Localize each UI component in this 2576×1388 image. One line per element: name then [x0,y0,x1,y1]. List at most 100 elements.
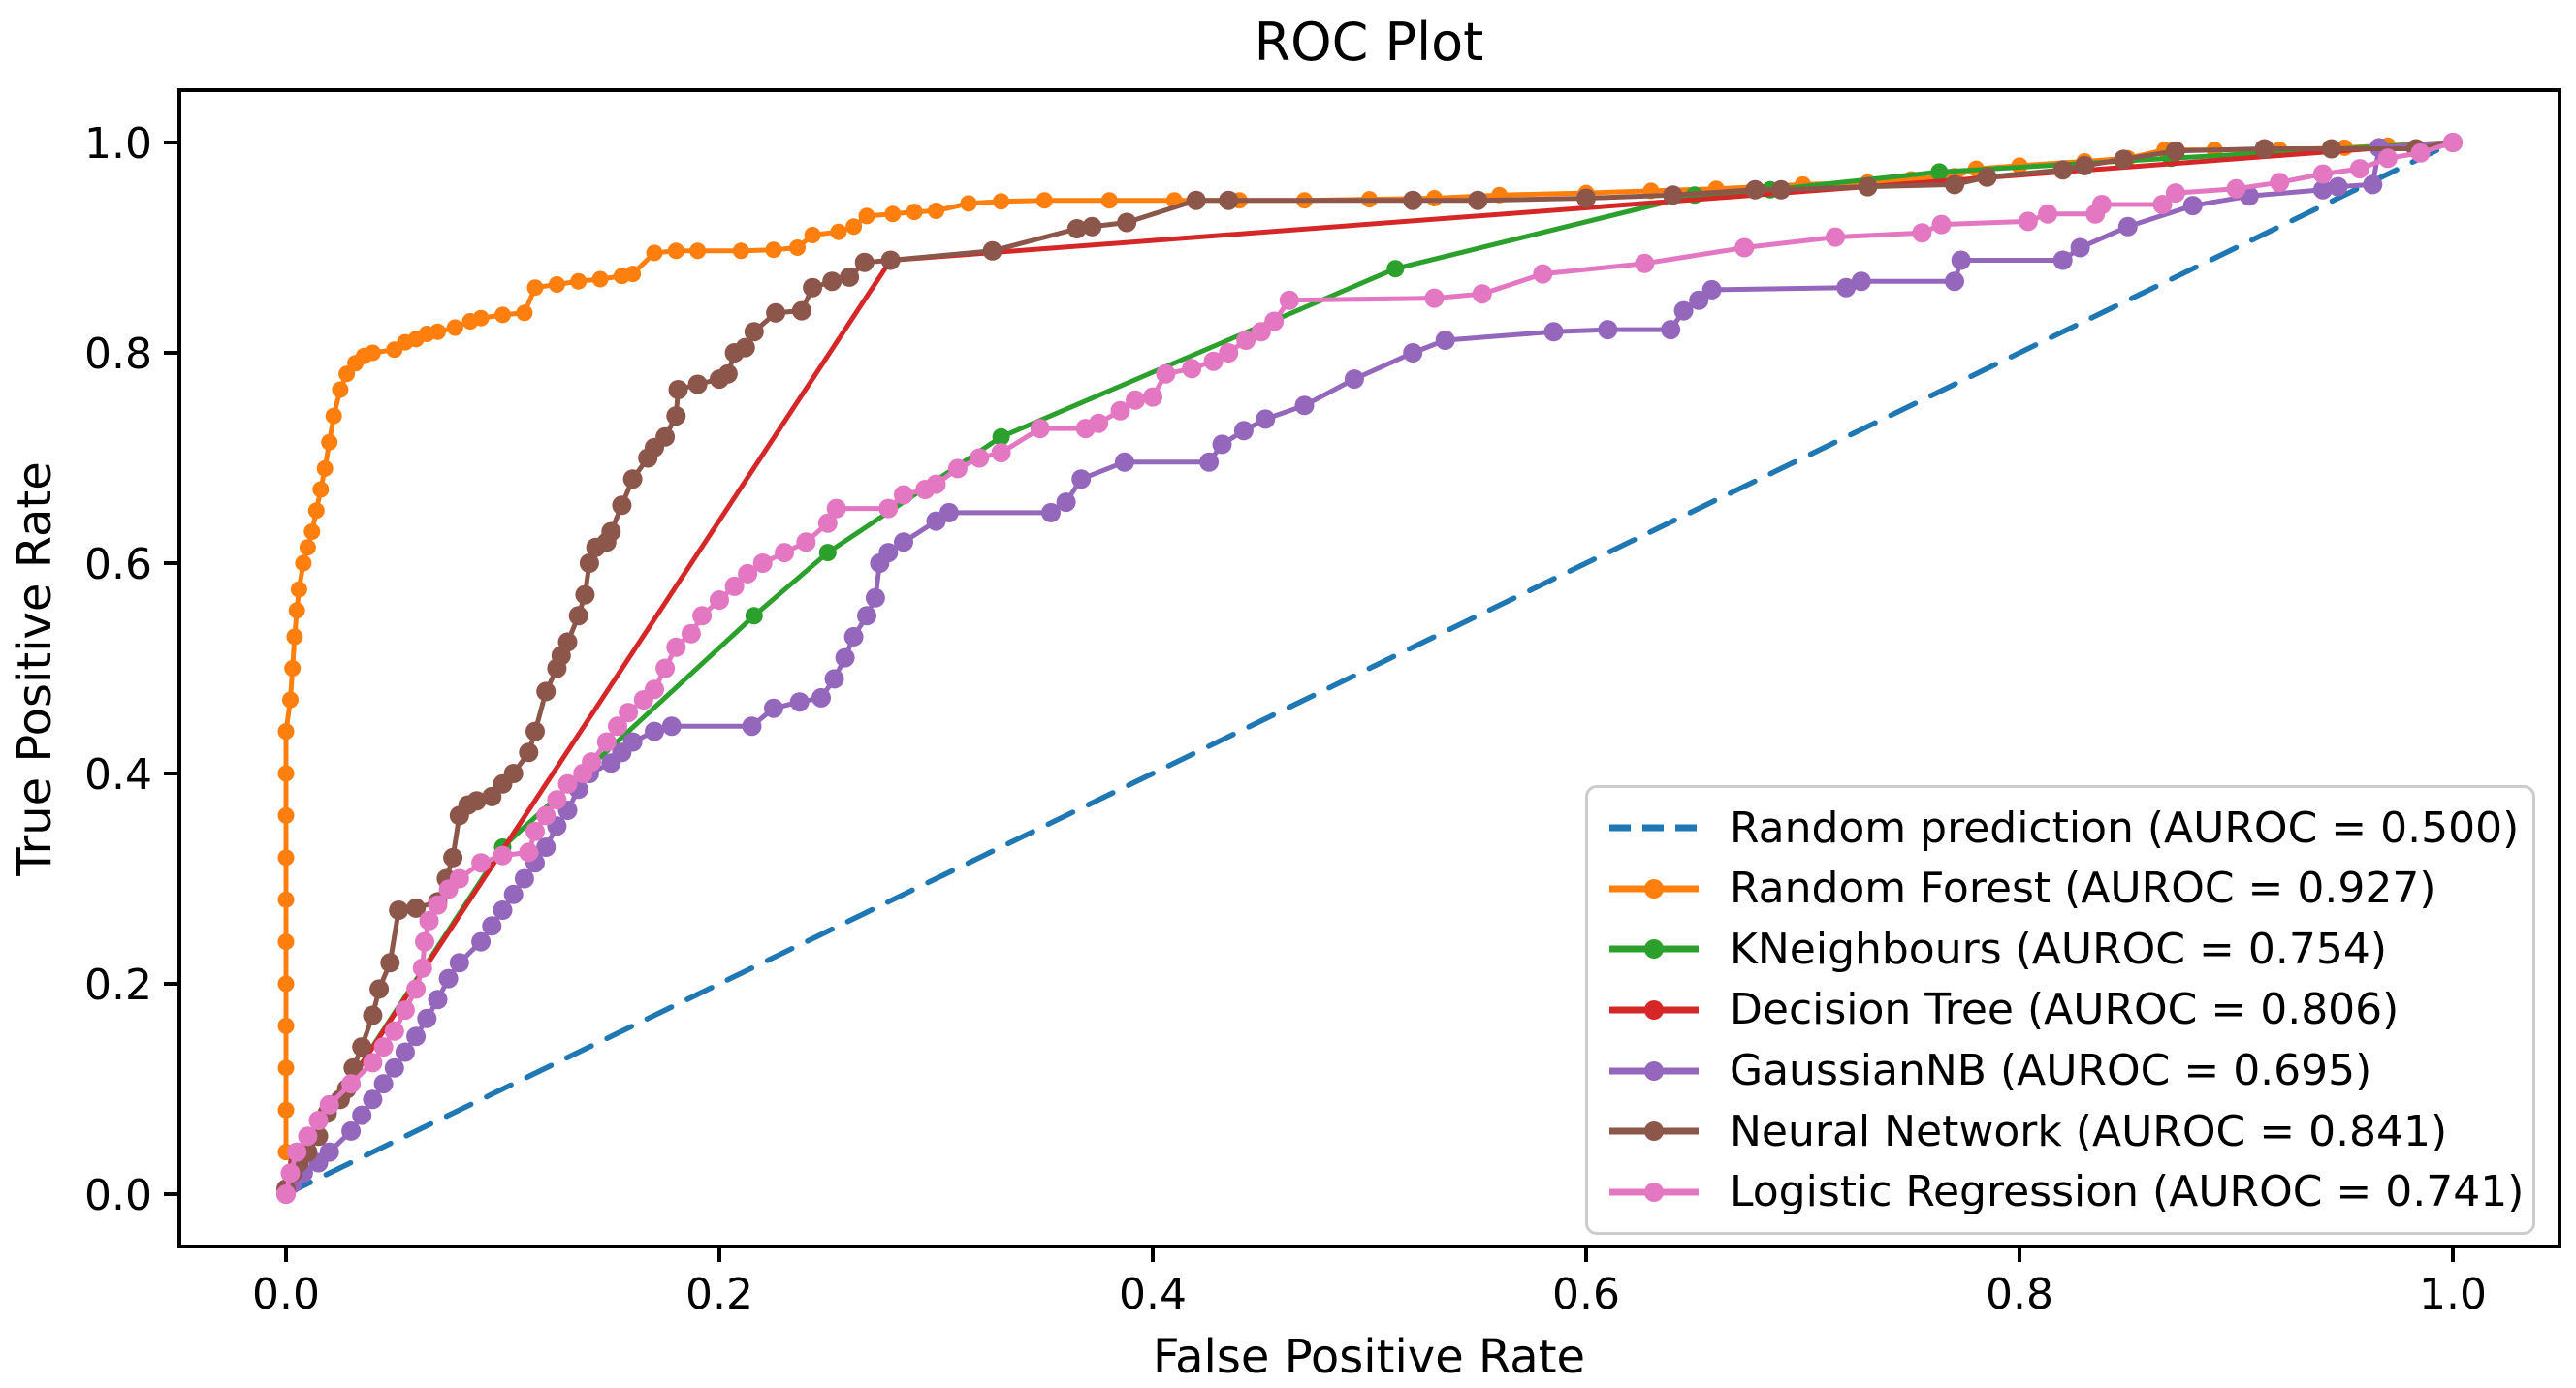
series-logistic-regression-marker [1110,400,1130,421]
series-logistic-regression-marker [2377,148,2398,169]
series-gaussiannb-marker [1661,320,1681,340]
series-logistic-regression-marker [298,1126,318,1147]
series-neural-network-marker [369,979,390,999]
series-random-forest-marker [646,244,663,262]
series-logistic-regression-marker [1734,237,1755,258]
series-random-forest-marker [277,891,295,908]
series-logistic-regression-marker [395,1000,415,1021]
series-neural-network-marker [466,791,487,811]
series-logistic-regression [276,133,2463,1204]
series-logistic-regression-marker [894,485,913,505]
series-neural-network-marker [482,786,502,806]
series-random-forest-marker [548,276,565,293]
series-neural-network-marker [1858,176,1878,197]
series-logistic-regression-marker [655,658,676,678]
series-gaussiannb-marker [1344,369,1364,390]
series-random-forest-marker [789,239,806,256]
series-gaussiannb-marker [1435,331,1455,350]
series-logistic-regression-marker [2410,142,2431,163]
legend-line-sample-kneighbours-icon [1609,939,1699,960]
series-gaussiannb-marker [1056,492,1076,513]
series-logistic-regression-marker [2152,195,2173,214]
series-neural-network-marker [1745,179,1765,200]
series-neural-network-marker [352,1037,372,1057]
series-logistic-regression-marker [738,563,758,584]
series-gaussiannb-marker [352,1105,372,1125]
series-neural-network-marker [840,267,860,287]
series-neural-network-marker [1066,219,1087,238]
series-neural-network-marker [1977,167,1997,187]
legend-label-logistic-regression: Logistic Regression (AUROC = 0.741) [1730,1167,2525,1217]
series-gaussiannb-marker [824,669,844,689]
series-neural-network-marker [536,681,557,702]
series-gaussiannb-marker [514,868,534,889]
series-gaussiannb-marker [894,532,913,552]
series-logistic-regression-marker [608,716,627,737]
legend-line-sample-logistic-regression-icon [1609,1182,1699,1202]
series-random-forest-marker [277,806,295,824]
series-neural-network-marker [503,764,524,783]
series-gaussiannb-marker [2182,196,2203,216]
series-neural-network-marker [666,406,686,426]
series-logistic-regression-marker [1472,284,1492,304]
series-gaussiannb-marker [373,1074,394,1094]
series-gaussiannb-marker [449,953,469,973]
series-gaussiannb-marker [843,626,864,647]
legend-label-neural-network: Neural Network (AUROC = 0.841) [1730,1106,2448,1156]
series-gaussiannb-marker [1294,395,1315,416]
series-neural-network-marker [687,374,708,394]
series-neural-network-marker [2254,139,2274,159]
series-kneighbours-marker [1930,163,1949,181]
series-random-prediction-line [283,140,2456,1197]
legend-label-random-forest: Random Forest (AUROC = 0.927) [1730,864,2436,914]
series-logistic-regression-marker [1635,253,1655,273]
series-neural-network-marker [822,271,843,292]
series-gaussiannb-marker [857,606,876,626]
series-gaussiannb-marker [1673,300,1694,321]
series-gaussiannb-marker [503,884,524,904]
legend-box: Random prediction (AUROC = 0.500) Random … [1585,785,2535,1235]
series-random-forest-marker [858,207,875,225]
series-logistic-regression-marker [1143,387,1162,407]
series-random-forest-marker [286,628,303,646]
legend-entry-decision-tree: Decision Tree (AUROC = 0.806) [1606,982,2515,1038]
series-gaussiannb-marker [406,1026,427,1047]
legend-sample-marker [1644,1182,1664,1202]
series-neural-network-marker [519,742,539,763]
series-random-forest-marker [526,279,544,297]
series-logistic-regression-marker [2349,159,2369,179]
series-neural-network-marker [557,632,578,652]
series-logistic-regression-marker [287,1142,307,1162]
series-logistic-regression-marker [1126,390,1146,410]
legend-line-sample-gaussiannb-icon [1609,1060,1699,1081]
x-tick-label: 0.6 [1552,1270,1620,1319]
series-neural-network-marker [854,252,875,272]
series-logistic-regression-marker [384,1021,404,1041]
series-random-forest-marker [906,204,923,221]
series-random-forest-marker [494,306,511,324]
series-random-forest-marker [277,1017,295,1034]
series-random-forest-marker [288,602,305,619]
series-gaussiannb-marker [319,1142,339,1162]
series-neural-network-marker [1663,185,1683,205]
series-random-forest-marker [277,1059,295,1077]
series-gaussiannb-marker [2052,250,2073,270]
series-gaussiannb-marker [1951,250,1971,270]
series-logistic-regression-marker [582,752,602,773]
series-random-forest-marker [290,581,307,598]
series-random-forest-marker [667,242,684,260]
series-random-forest-marker [277,933,295,951]
series-logistic-regression-marker [1424,288,1445,308]
y-tick-label: 0.4 [84,750,152,800]
series-neural-network-marker [1468,190,1488,210]
series-neural-network-marker [982,240,1002,261]
series-gaussiannb-marker [438,968,459,989]
series-random-forest-marker [284,660,302,677]
y-tick-label: 0.0 [84,1171,152,1220]
series-logistic-regression-marker [926,474,946,494]
series-neural-network-marker [2052,160,2073,180]
series-neural-network-marker [389,900,409,920]
series-gaussiannb-marker [482,916,502,936]
series-logistic-regression-marker [826,498,846,519]
